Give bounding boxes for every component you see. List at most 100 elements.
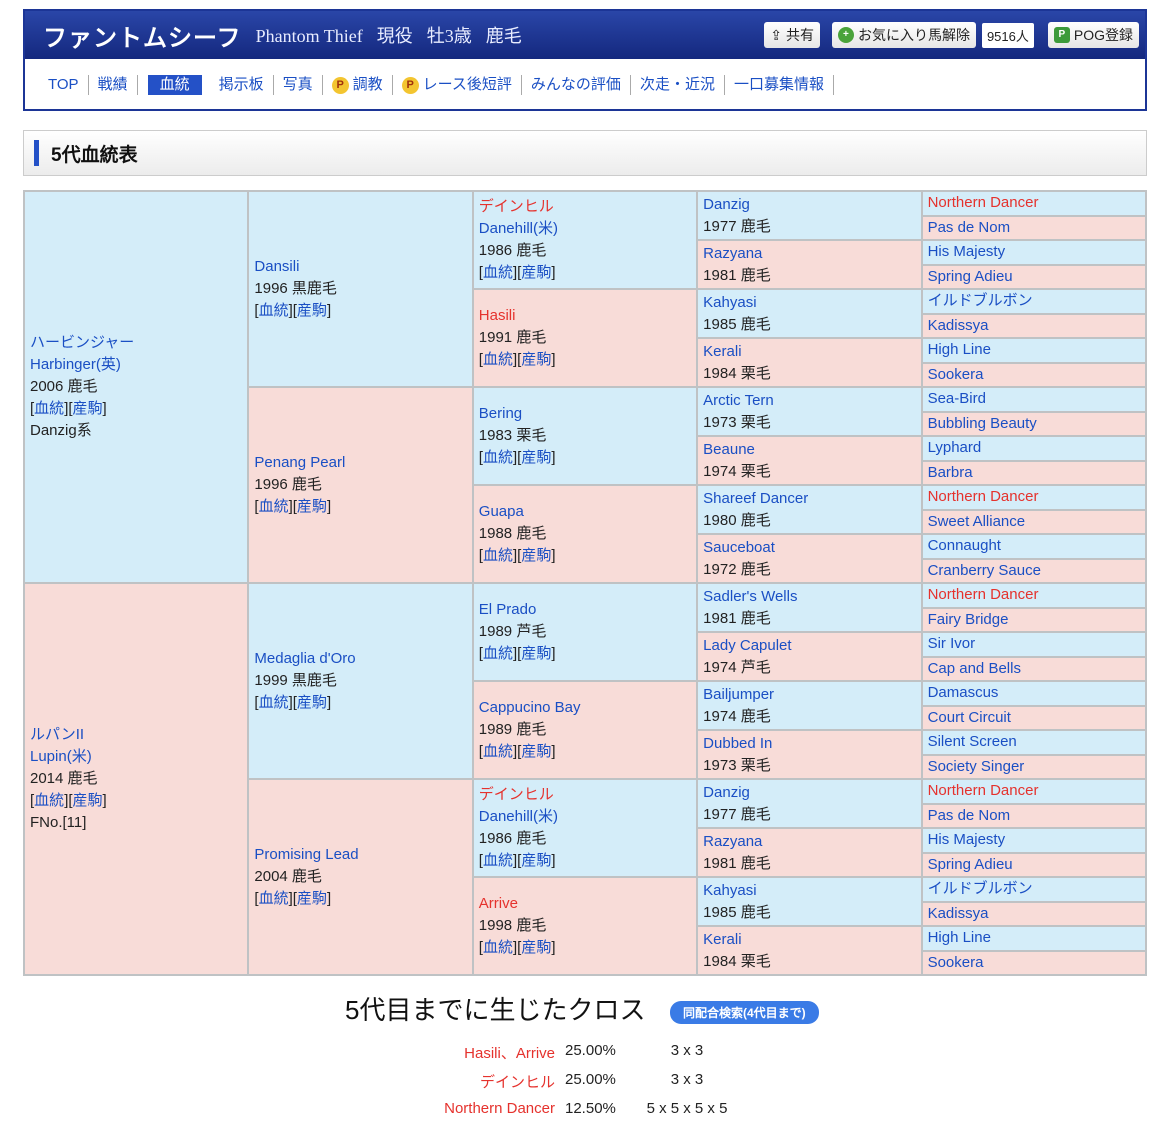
pedigree-link[interactable]: 血統 xyxy=(258,498,289,515)
pedigree-link[interactable]: 血統 xyxy=(34,792,65,809)
progeny-link[interactable]: 産駒 xyxy=(521,939,552,956)
horse-link[interactable]: Northern Dancer xyxy=(927,782,1039,800)
progeny-link[interactable]: 産駒 xyxy=(521,645,552,662)
horse-link[interactable]: イルドブルボン xyxy=(927,292,1033,310)
horse-link[interactable]: Court Circuit xyxy=(927,708,1011,726)
horse-name-jp[interactable]: ルパンII xyxy=(30,726,85,743)
horse-link[interactable]: Dansili xyxy=(254,258,300,275)
horse-name-jp[interactable]: デインヒル xyxy=(478,198,554,215)
horse-link[interactable]: Sea-Bird xyxy=(927,390,986,408)
horse-link[interactable]: Sir Ivor xyxy=(927,635,976,653)
pedigree-link[interactable]: 血統 xyxy=(482,351,513,368)
horse-link[interactable]: Northern Dancer xyxy=(927,586,1039,604)
nav-item[interactable]: 血統 xyxy=(147,75,202,95)
horse-link[interactable]: Danehill(米) xyxy=(478,220,558,237)
pedigree-link[interactable]: 血統 xyxy=(482,264,513,281)
favorite-button[interactable]: + お気に入り馬解除 xyxy=(831,22,976,48)
progeny-link[interactable]: 産駒 xyxy=(521,852,552,869)
horse-link[interactable]: Lupin(米) xyxy=(30,748,92,765)
horse-link[interactable]: Razyana xyxy=(703,832,763,850)
nav-item[interactable]: TOP xyxy=(39,75,89,95)
horse-link[interactable]: Beaune xyxy=(703,440,755,458)
nav-item[interactable]: みんなの評価 xyxy=(522,75,631,95)
pedigree-link[interactable]: 血統 xyxy=(34,400,65,417)
share-button[interactable]: ⇪ 共有 xyxy=(764,22,820,48)
horse-link[interactable]: Cappucino Bay xyxy=(478,699,581,716)
progeny-link[interactable]: 産駒 xyxy=(72,400,103,417)
horse-link[interactable]: Hasili xyxy=(478,307,516,324)
horse-link[interactable]: El Prado xyxy=(478,601,537,618)
progeny-link[interactable]: 産駒 xyxy=(521,264,552,281)
horse-link[interactable]: Society Singer xyxy=(927,757,1025,775)
cross-horse[interactable]: Hasili、Arrive xyxy=(464,1045,555,1062)
horse-link[interactable]: Medaglia d'Oro xyxy=(254,650,356,667)
horse-link[interactable]: Danzig xyxy=(703,783,750,801)
pedigree-link[interactable]: 血統 xyxy=(258,302,289,319)
horse-link[interactable]: Kadissya xyxy=(927,316,989,334)
progeny-link[interactable]: 産駒 xyxy=(296,694,327,711)
progeny-link[interactable]: 産駒 xyxy=(521,743,552,760)
horse-link[interactable]: Razyana xyxy=(703,244,763,262)
horse-link[interactable]: Silent Screen xyxy=(927,733,1017,751)
progeny-link[interactable]: 産駒 xyxy=(521,547,552,564)
progeny-link[interactable]: 産駒 xyxy=(296,890,327,907)
horse-link[interactable]: Kadissya xyxy=(927,904,989,922)
horse-link[interactable]: Damascus xyxy=(927,684,999,702)
horse-link[interactable]: High Line xyxy=(927,929,991,947)
horse-link[interactable]: Lady Capulet xyxy=(703,636,792,654)
horse-link[interactable]: Arrive xyxy=(478,895,518,912)
pedigree-link[interactable]: 血統 xyxy=(258,694,289,711)
horse-link[interactable]: Pas de Nom xyxy=(927,218,1011,236)
cross-horse[interactable]: デインヒル xyxy=(479,1074,555,1091)
progeny-link[interactable]: 産駒 xyxy=(296,498,327,515)
cross-horse[interactable]: Northern Dancer xyxy=(444,1100,555,1117)
pog-register-button[interactable]: P POG登録 xyxy=(1047,22,1139,48)
pedigree-link[interactable]: 血統 xyxy=(482,645,513,662)
horse-link[interactable]: Shareef Dancer xyxy=(703,489,809,507)
horse-link[interactable]: Kerali xyxy=(703,342,742,360)
horse-name-jp[interactable]: ハービンジャー xyxy=(30,334,135,351)
progeny-link[interactable]: 産駒 xyxy=(296,302,327,319)
horse-link[interactable]: Promising Lead xyxy=(254,846,359,863)
horse-link[interactable]: Fairy Bridge xyxy=(927,610,1009,628)
pedigree-link[interactable]: 血統 xyxy=(482,743,513,760)
horse-link[interactable]: Cranberry Sauce xyxy=(927,561,1041,579)
nav-item[interactable]: 一口募集情報 xyxy=(725,75,834,95)
horse-link[interactable]: Cap and Bells xyxy=(927,659,1021,677)
pedigree-link[interactable]: 血統 xyxy=(482,852,513,869)
horse-link[interactable]: Spring Adieu xyxy=(927,855,1013,873)
same-mating-search-button[interactable]: 同配合検索(4代目まで) xyxy=(670,1001,819,1024)
horse-link[interactable]: High Line xyxy=(927,341,991,359)
horse-link[interactable]: Pas de Nom xyxy=(927,806,1011,824)
horse-link[interactable]: Northern Dancer xyxy=(927,488,1039,506)
horse-link[interactable]: Bubbling Beauty xyxy=(927,414,1037,432)
nav-item[interactable]: 戦績 xyxy=(89,75,138,95)
horse-link[interactable]: Danzig xyxy=(703,195,750,213)
pedigree-link[interactable]: 血統 xyxy=(482,547,513,564)
pedigree-link[interactable]: 血統 xyxy=(258,890,289,907)
horse-link[interactable]: Lyphard xyxy=(927,439,982,457)
nav-item[interactable]: 次走・近況 xyxy=(631,75,725,95)
horse-link[interactable]: Kahyasi xyxy=(703,293,757,311)
horse-link[interactable]: Danehill(米) xyxy=(478,808,558,825)
horse-link[interactable]: Kahyasi xyxy=(703,881,757,899)
progeny-link[interactable]: 産駒 xyxy=(521,449,552,466)
horse-link[interactable]: Penang Pearl xyxy=(254,454,346,471)
horse-link[interactable]: Bering xyxy=(478,405,523,422)
nav-item[interactable]: P レース後短評 xyxy=(393,75,522,95)
progeny-link[interactable]: 産駒 xyxy=(72,792,103,809)
horse-name-jp[interactable]: デインヒル xyxy=(478,786,554,803)
horse-link[interactable]: Northern Dancer xyxy=(927,194,1039,212)
pedigree-link[interactable]: 血統 xyxy=(482,939,513,956)
horse-link[interactable]: His Majesty xyxy=(927,831,1006,849)
nav-item[interactable]: 写真 xyxy=(274,75,323,95)
horse-link[interactable]: Spring Adieu xyxy=(927,267,1013,285)
horse-link[interactable]: イルドブルボン xyxy=(927,880,1033,898)
nav-item[interactable]: P 調教 xyxy=(323,75,393,95)
horse-link[interactable]: Sookera xyxy=(927,365,984,383)
horse-link[interactable]: His Majesty xyxy=(927,243,1006,261)
progeny-link[interactable]: 産駒 xyxy=(521,351,552,368)
horse-link[interactable]: Guapa xyxy=(478,503,524,520)
horse-link[interactable]: Sauceboat xyxy=(703,538,775,556)
horse-link[interactable]: Harbinger(英) xyxy=(30,356,121,373)
